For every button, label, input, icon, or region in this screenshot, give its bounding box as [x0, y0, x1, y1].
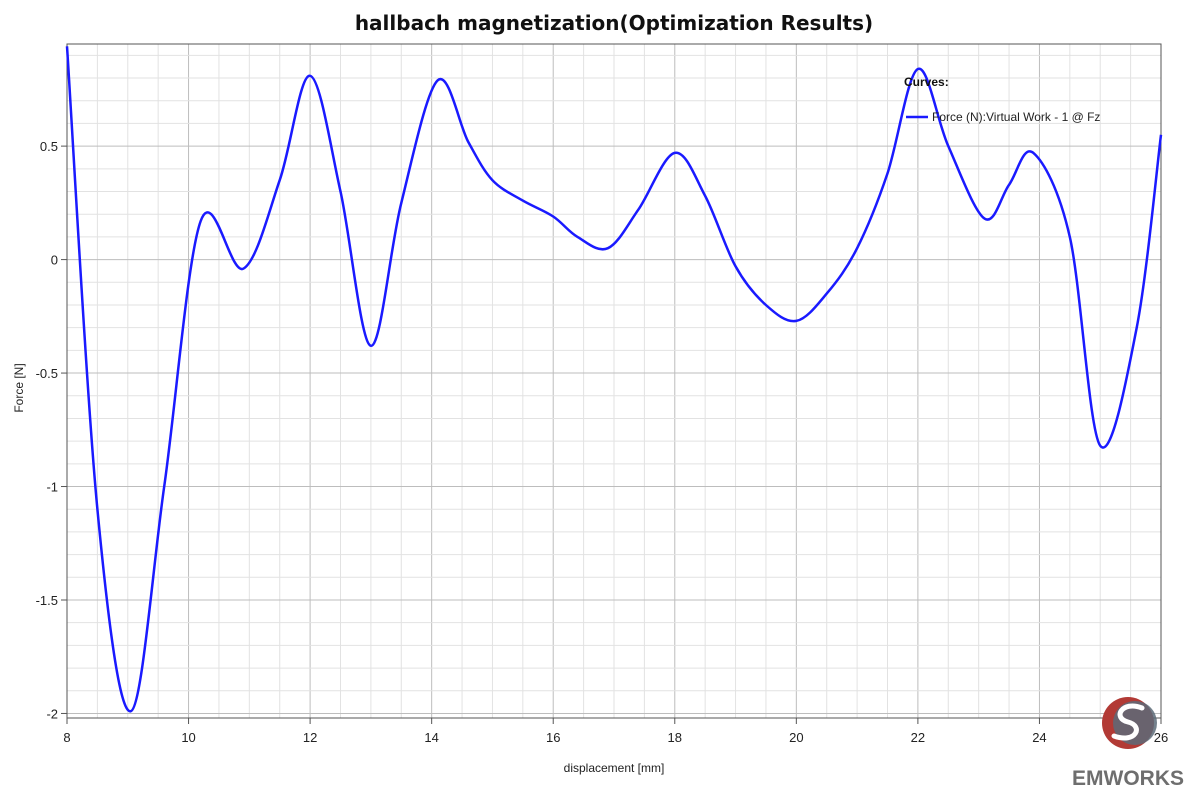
plot-area	[66, 43, 1162, 719]
x-tick-label: 18	[668, 730, 682, 745]
chart-title: hallbach magnetization(Optimization Resu…	[355, 11, 873, 35]
x-tick-label: 20	[789, 730, 803, 745]
y-axis: -2 -1.5 -1 -0.5 0 0.5	[36, 139, 67, 721]
x-axis-label: displacement [mm]	[564, 761, 665, 775]
x-tick-label: 14	[424, 730, 438, 745]
x-tick-label: 26	[1154, 730, 1168, 745]
series-line-force	[65, 46, 1163, 713]
grid-lines	[66, 44, 1162, 718]
legend-entry-label: Force (N):Virtual Work - 1 @ Fz	[932, 110, 1100, 124]
x-tick-label: 10	[181, 730, 195, 745]
y-tick-label: 0.5	[40, 139, 58, 154]
x-tick-label: 16	[546, 730, 560, 745]
logo-text: EMWORKS	[1072, 767, 1184, 790]
y-tick-label: -1	[46, 480, 58, 495]
x-tick-label: 8	[63, 730, 70, 745]
y-axis-label: Force [N]	[12, 363, 26, 412]
y-tick-label: -2	[46, 706, 58, 721]
emworks-logo: EMWORKS	[1072, 697, 1184, 790]
logo-swoosh-icon	[1111, 703, 1145, 741]
y-tick-label: -0.5	[36, 366, 58, 381]
x-tick-label: 22	[911, 730, 925, 745]
legend: Curves: Force (N):Virtual Work - 1 @ Fz	[904, 75, 1100, 124]
x-tick-label: 24	[1032, 730, 1046, 745]
series-group	[65, 46, 1163, 713]
y-tick-label: -1.5	[36, 593, 58, 608]
x-axis: 8 10 12 14 16 18 20 22 24 26	[63, 718, 1168, 745]
x-tick-label: 12	[303, 730, 317, 745]
y-tick-label: 0	[51, 253, 58, 268]
legend-title: Curves:	[904, 75, 949, 89]
